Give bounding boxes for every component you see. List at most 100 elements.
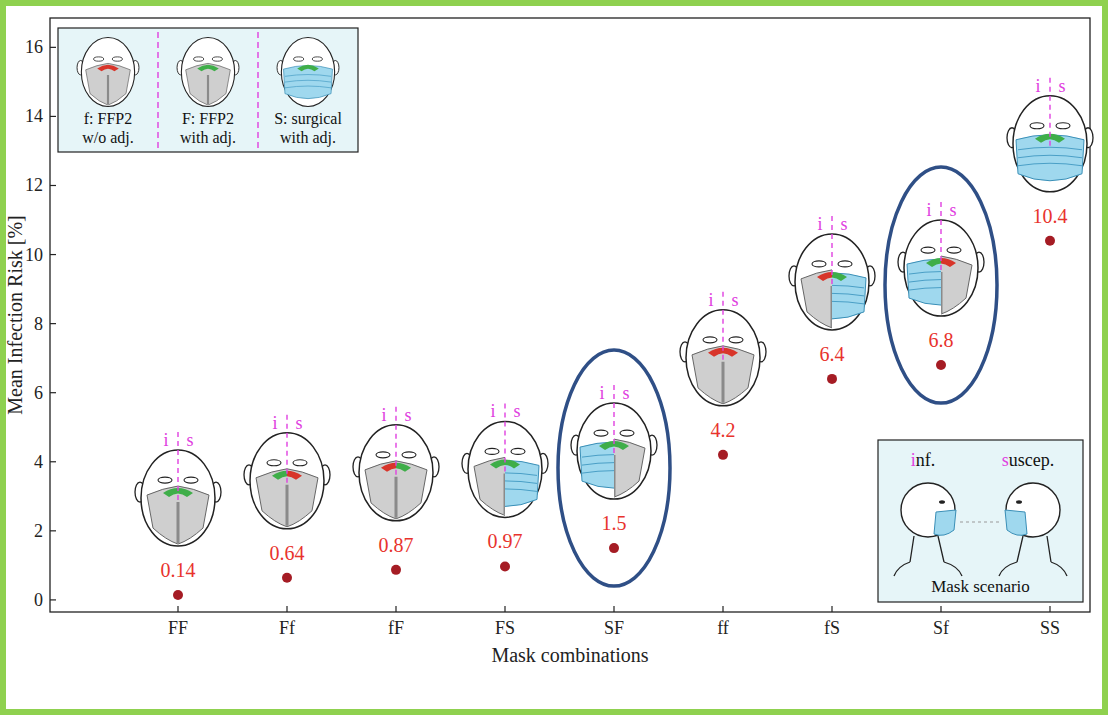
data-label: 0.14 bbox=[161, 559, 196, 581]
eye bbox=[402, 452, 416, 458]
key-label: with adj. bbox=[280, 129, 336, 147]
surgical-mask bbox=[505, 460, 539, 506]
y-tick-label: 4 bbox=[34, 452, 43, 472]
nose-clip bbox=[926, 258, 941, 267]
mask-half bbox=[256, 469, 287, 527]
x-tick bbox=[613, 606, 614, 612]
nose-clip bbox=[1035, 134, 1050, 143]
nose-clip bbox=[108, 65, 119, 71]
eye bbox=[158, 477, 172, 483]
mask-pleat bbox=[505, 481, 537, 484]
eye bbox=[294, 57, 304, 61]
scenario-label-initial: s bbox=[1002, 450, 1009, 470]
key-separator bbox=[257, 32, 258, 148]
head-label: i bbox=[817, 214, 822, 234]
eye bbox=[838, 261, 852, 267]
head bbox=[81, 37, 134, 106]
nose-clip bbox=[163, 488, 178, 497]
head-label: s bbox=[295, 413, 302, 433]
scenario-label-rest: uscep. bbox=[1009, 450, 1054, 470]
eye bbox=[1016, 500, 1022, 504]
profile-head bbox=[999, 483, 1067, 576]
eye bbox=[703, 337, 717, 343]
mask-fold bbox=[107, 75, 108, 105]
head-icon: is bbox=[571, 383, 657, 499]
key-label: w/o adj. bbox=[82, 129, 134, 147]
mask-pleat bbox=[909, 288, 941, 291]
mask-pleat bbox=[582, 463, 614, 466]
mask-fold bbox=[831, 286, 833, 327]
y-tick-label: 8 bbox=[34, 314, 43, 334]
nose-clip bbox=[599, 441, 614, 450]
surgical-mask bbox=[907, 259, 941, 305]
x-tick bbox=[504, 606, 505, 612]
data-point bbox=[173, 590, 183, 600]
head-icon: is bbox=[898, 200, 984, 316]
head-label: s bbox=[840, 214, 847, 234]
x-tick-label: FF bbox=[168, 618, 188, 638]
eye bbox=[594, 430, 608, 436]
x-tick-label: ff bbox=[717, 618, 729, 638]
mask-fold bbox=[941, 272, 943, 313]
mask-fold bbox=[723, 362, 725, 403]
mask-fold bbox=[108, 75, 109, 105]
mask-half bbox=[178, 486, 209, 544]
divider bbox=[504, 403, 505, 475]
data-label: 0.97 bbox=[488, 530, 523, 552]
side-mask bbox=[1005, 510, 1027, 535]
eye bbox=[184, 477, 198, 483]
eye bbox=[921, 247, 935, 253]
surgical-mask bbox=[1016, 135, 1050, 181]
nose-clip bbox=[1050, 134, 1065, 143]
key-label: S: surgical bbox=[274, 110, 342, 128]
data-point bbox=[1045, 236, 1055, 246]
scenario-label-rest: nf. bbox=[916, 450, 936, 470]
mask-half bbox=[692, 346, 723, 404]
nose-clip bbox=[208, 65, 219, 71]
head-icon: is bbox=[244, 413, 330, 529]
divider bbox=[831, 216, 832, 288]
mask-pleat bbox=[308, 86, 331, 88]
mask-pleat bbox=[1018, 163, 1050, 166]
data-label: 0.64 bbox=[270, 542, 305, 564]
mask-half bbox=[832, 272, 866, 319]
head-label: s bbox=[513, 401, 520, 421]
nose-clip bbox=[817, 272, 832, 281]
mask-half bbox=[941, 256, 972, 314]
mask-half bbox=[108, 63, 130, 105]
mask-pleat bbox=[582, 455, 614, 458]
data-point bbox=[718, 450, 728, 460]
x-tick bbox=[177, 606, 178, 612]
eye bbox=[1030, 123, 1044, 129]
y-tick bbox=[50, 530, 56, 531]
x-tick bbox=[940, 606, 941, 612]
head-icon: is bbox=[353, 405, 439, 521]
y-tick bbox=[50, 323, 56, 324]
head-icon: is bbox=[1007, 76, 1093, 192]
head-icon bbox=[277, 37, 339, 106]
surgical-mask bbox=[1050, 135, 1084, 181]
x-tick-label: Ff bbox=[279, 618, 295, 638]
background bbox=[0, 0, 1108, 715]
mask-half bbox=[1016, 134, 1050, 181]
mask-pleat bbox=[1018, 155, 1050, 158]
x-tick-label: Sf bbox=[933, 618, 949, 638]
nose-clip bbox=[490, 459, 505, 468]
mask-pleat bbox=[1050, 147, 1082, 150]
divider bbox=[1049, 78, 1050, 150]
nose-clip bbox=[178, 488, 193, 497]
mask-half bbox=[86, 63, 108, 105]
data-point bbox=[500, 561, 510, 571]
mask-half bbox=[505, 459, 539, 506]
x-tick bbox=[831, 606, 832, 612]
key-label: f: FFP2 bbox=[84, 110, 132, 127]
eye bbox=[293, 460, 307, 466]
data-point bbox=[936, 360, 946, 370]
mask-pleat bbox=[1018, 147, 1050, 150]
head-icon: is bbox=[462, 401, 548, 517]
eye bbox=[376, 452, 390, 458]
divider bbox=[286, 415, 287, 487]
y-tick bbox=[50, 599, 56, 600]
mask-pleat bbox=[1050, 155, 1082, 158]
eye bbox=[212, 57, 222, 61]
